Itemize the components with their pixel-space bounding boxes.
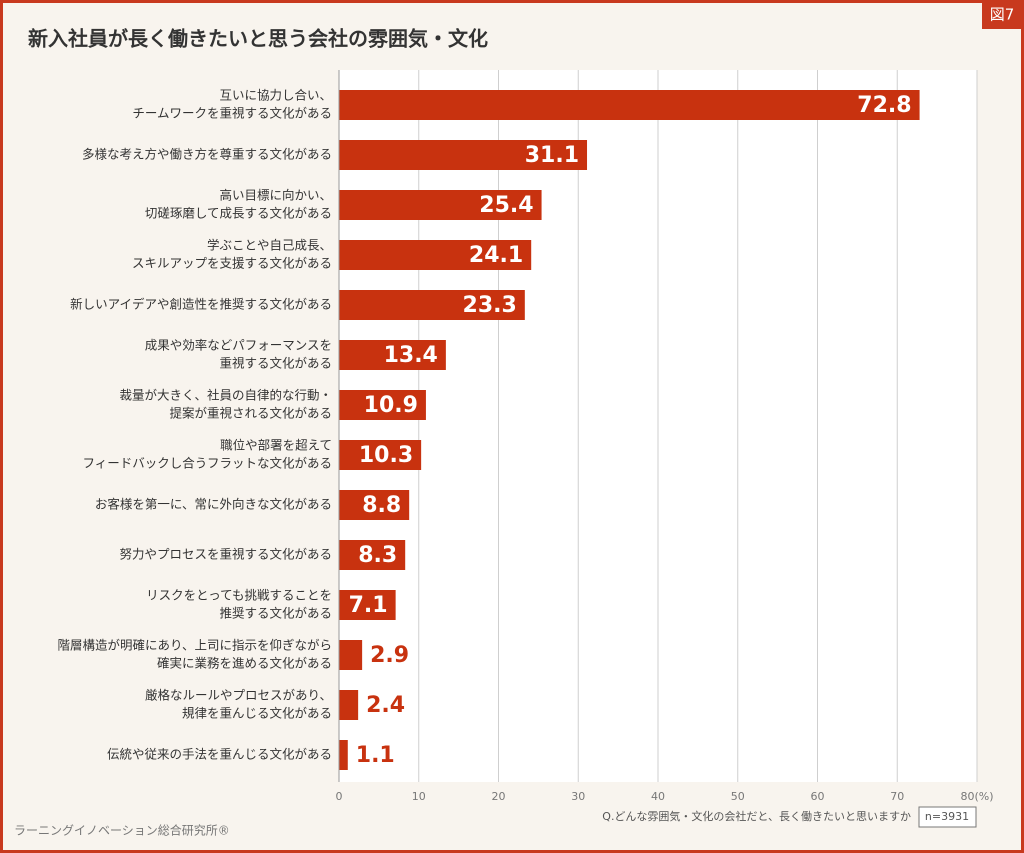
category-label: 学ぶことや自己成長、 xyxy=(207,238,332,253)
x-tick-label: 20 xyxy=(492,790,506,803)
value-label: 10.3 xyxy=(359,443,413,468)
source: ラーニングイノベーション総合研究所® xyxy=(14,823,230,838)
bar xyxy=(339,240,532,270)
category-label: 互いに協力し合い、 xyxy=(219,88,332,103)
bar xyxy=(339,540,406,570)
category-label: 切磋琢磨して成長する文化がある xyxy=(145,206,332,221)
value-label: 13.4 xyxy=(384,343,438,368)
value-label: 72.8 xyxy=(857,93,911,118)
value-label: 2.9 xyxy=(370,643,409,668)
bar xyxy=(339,390,426,420)
x-tick-label: 10 xyxy=(412,790,426,803)
x-tick-label: 50 xyxy=(731,790,745,803)
bar xyxy=(339,440,422,470)
bar xyxy=(339,190,542,220)
value-label: 7.1 xyxy=(349,593,388,618)
category-label: 確実に業務を進める文化がある xyxy=(157,656,332,671)
bar xyxy=(339,690,359,720)
bar xyxy=(339,490,410,520)
category-label: 厳格なルールやプロセスがあり、 xyxy=(145,688,332,703)
x-tick-label: 70 xyxy=(890,790,904,803)
figure-label: 図7 xyxy=(990,6,1015,24)
category-label: 新しいアイデアや創造性を推奨する文化がある xyxy=(70,297,332,312)
chart-title: 新入社員が長く働きたいと思う会社の雰囲気・文化 xyxy=(28,27,488,51)
category-label: 裁量が大きく、社員の自律的な行動・ xyxy=(119,388,332,403)
category-label: 階層構造が明確にあり、上司に指示を仰ぎながら xyxy=(57,638,332,653)
bar xyxy=(339,740,348,770)
value-label: 25.4 xyxy=(479,193,533,218)
value-label: 31.1 xyxy=(525,143,579,168)
category-label: スキルアップを支援する文化がある xyxy=(132,256,332,271)
value-label: 10.9 xyxy=(364,393,418,418)
category-label: リスクをとっても挑戦することを xyxy=(146,588,332,603)
value-label: 23.3 xyxy=(463,293,517,318)
category-label: 重視する文化がある xyxy=(219,356,332,371)
category-label: 規律を重んじる文化がある xyxy=(182,706,332,721)
x-tick-label: 40 xyxy=(651,790,665,803)
category-label: 推奨する文化がある xyxy=(219,606,332,621)
category-label: 伝統や従来の手法を重んじる文化がある xyxy=(107,747,332,762)
x-tick-label: 30 xyxy=(571,790,585,803)
bar xyxy=(339,640,363,670)
sample-box xyxy=(918,806,977,828)
category-label: 提案が重視される文化がある xyxy=(169,406,332,421)
category-label: 成果や効率などパフォーマンスを xyxy=(145,338,332,353)
bar xyxy=(339,590,396,620)
category-label: フィードバックし合うフラットな文化がある xyxy=(82,456,332,471)
bar xyxy=(339,340,446,370)
bar xyxy=(339,90,920,120)
category-label: 多様な考え方や働き方を尊重する文化がある xyxy=(82,147,332,162)
x-tick-label: 0 xyxy=(336,790,343,803)
category-label: お客様を第一に、常に外向きな文化がある xyxy=(95,497,332,512)
category-label: 高い目標に向かい、 xyxy=(219,188,332,203)
figure-tag xyxy=(982,1,1023,29)
sample-size: n=3931 xyxy=(925,810,969,823)
value-label: 24.1 xyxy=(469,243,523,268)
x-tick-label: 60 xyxy=(811,790,825,803)
question-note: Q.どんな雰囲気・文化の会社だと、長く働きたいと思いますか xyxy=(602,809,911,823)
value-label: 8.8 xyxy=(362,493,401,518)
category-label: チームワークを重視する文化がある xyxy=(132,106,332,121)
bar xyxy=(339,140,588,170)
value-label: 8.3 xyxy=(358,543,397,568)
x-tick-label: 80(%) xyxy=(960,790,993,803)
category-label: 職位や部署を超えて xyxy=(220,438,332,453)
value-label: 1.1 xyxy=(356,743,395,768)
value-label: 2.4 xyxy=(366,693,405,718)
bar xyxy=(339,290,525,320)
category-label: 努力やプロセスを重視する文化がある xyxy=(119,547,332,562)
